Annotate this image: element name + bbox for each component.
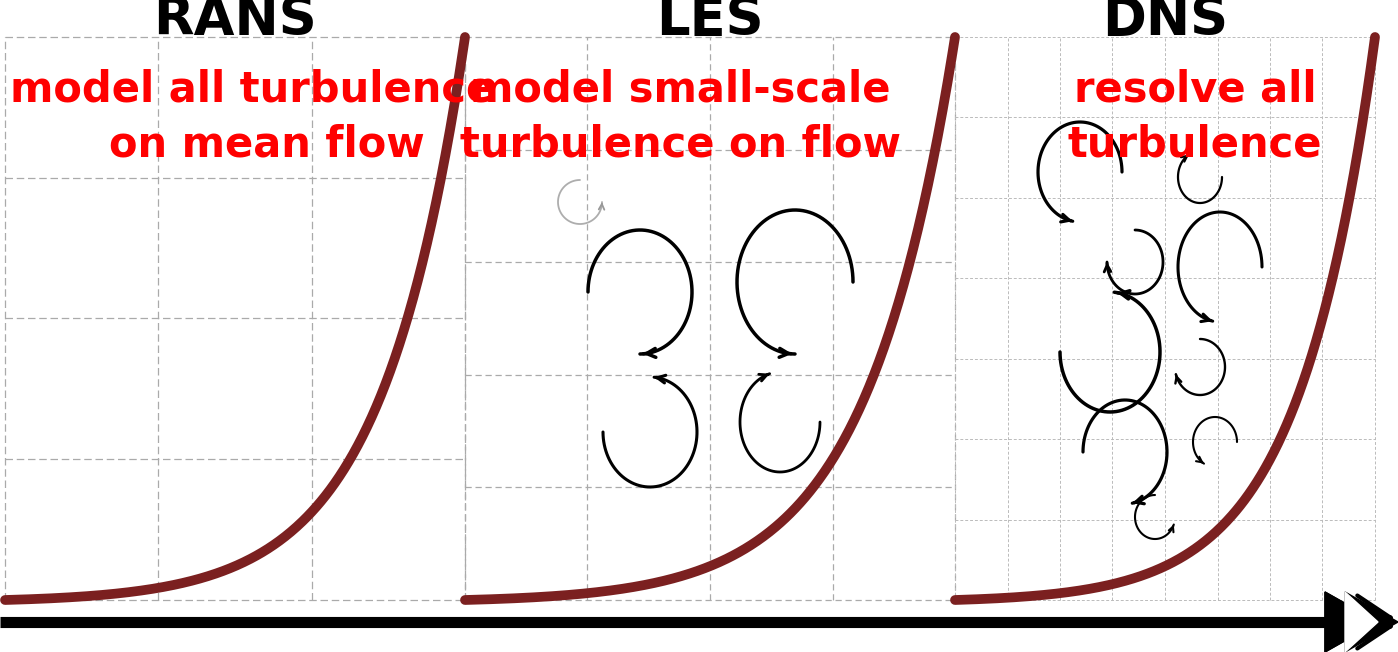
Text: LES: LES — [656, 0, 763, 46]
Text: RANS: RANS — [154, 0, 317, 46]
Text: model all turbulence
  on mean flow: model all turbulence on mean flow — [10, 68, 495, 166]
Text: resolve all
turbulence: resolve all turbulence — [1068, 68, 1323, 166]
Polygon shape — [1345, 592, 1378, 652]
Polygon shape — [1325, 592, 1378, 652]
Polygon shape — [1345, 592, 1398, 652]
Polygon shape — [1325, 592, 1378, 652]
Text: DNS: DNS — [1102, 0, 1227, 46]
Text: model small-scale
turbulence on flow: model small-scale turbulence on flow — [460, 68, 900, 166]
